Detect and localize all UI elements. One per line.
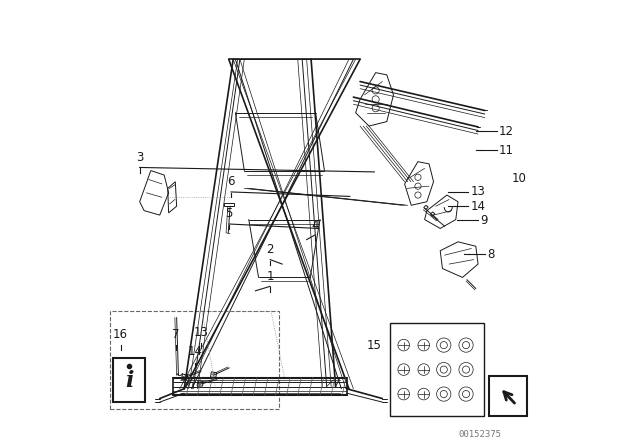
Text: 6: 6 xyxy=(227,175,235,188)
Text: 14: 14 xyxy=(188,345,203,358)
Text: 14: 14 xyxy=(470,200,486,213)
Text: 4: 4 xyxy=(311,219,319,232)
Text: 3: 3 xyxy=(136,151,143,164)
Text: 13: 13 xyxy=(470,185,485,198)
Text: 10: 10 xyxy=(511,172,526,185)
Text: 5: 5 xyxy=(225,207,233,220)
Text: 7: 7 xyxy=(172,327,179,340)
Text: i: i xyxy=(125,370,133,392)
Text: 00152375: 00152375 xyxy=(459,430,502,439)
Text: 12: 12 xyxy=(499,125,514,138)
Bar xyxy=(110,311,279,409)
Bar xyxy=(489,376,527,416)
Text: 16: 16 xyxy=(113,327,128,340)
Text: 11: 11 xyxy=(499,144,514,157)
Polygon shape xyxy=(211,372,217,377)
Text: 2: 2 xyxy=(266,243,274,256)
Bar xyxy=(113,358,145,402)
Text: 1: 1 xyxy=(266,270,274,283)
Text: 13: 13 xyxy=(193,326,208,339)
Polygon shape xyxy=(182,374,188,379)
Text: 8: 8 xyxy=(487,248,494,261)
Text: 9: 9 xyxy=(480,214,488,227)
Polygon shape xyxy=(197,381,204,386)
Text: 15: 15 xyxy=(367,339,381,352)
Bar xyxy=(390,323,484,416)
